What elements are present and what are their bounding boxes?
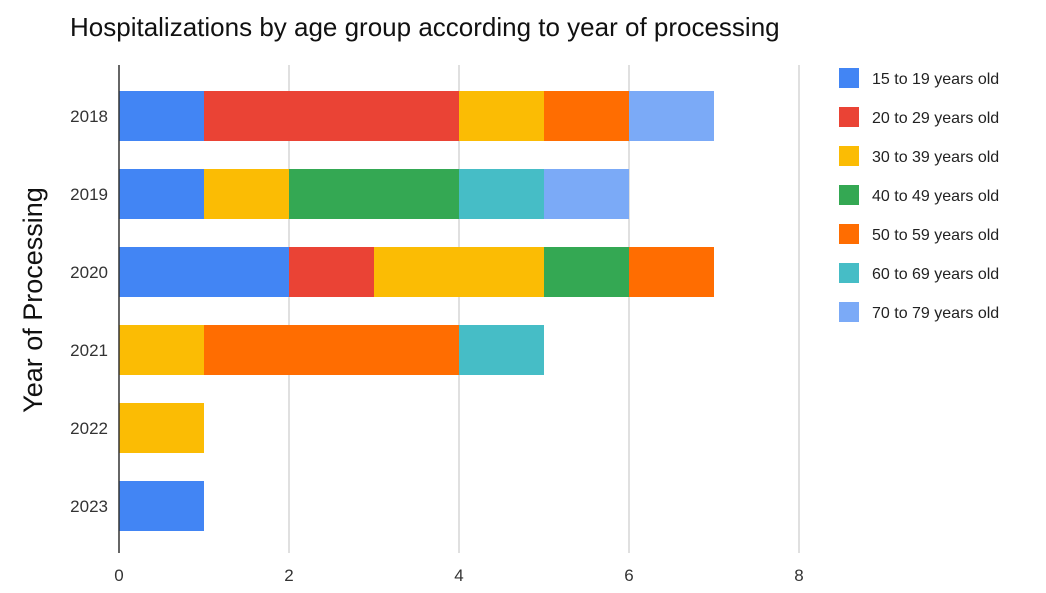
legend-swatch-5 (839, 263, 859, 283)
y-axis-title: Year of Processing (18, 187, 48, 413)
bars-layer (119, 91, 714, 531)
bar-2022-series-2 (119, 403, 204, 453)
legend-swatch-3 (839, 185, 859, 205)
y-tick-label-2020: 2020 (70, 263, 108, 282)
legend-swatch-2 (839, 146, 859, 166)
y-tick-label-2019: 2019 (70, 185, 108, 204)
legend-swatch-1 (839, 107, 859, 127)
y-tick-label-2023: 2023 (70, 497, 108, 516)
bar-2018-series-6 (629, 91, 714, 141)
bar-2021-series-2 (119, 325, 204, 375)
legend-label-1: 20 to 29 years old (872, 110, 999, 127)
legend-swatch-0 (839, 68, 859, 88)
bar-2019-series-6 (544, 169, 629, 219)
legend-label-4: 50 to 59 years old (872, 227, 999, 244)
legend-label-2: 30 to 39 years old (872, 149, 999, 166)
bar-2023-series-0 (119, 481, 204, 531)
bar-2018-series-1 (204, 91, 459, 141)
y-tick-label-2022: 2022 (70, 419, 108, 438)
legend-label-5: 60 to 69 years old (872, 266, 999, 283)
x-tick-label-6: 6 (624, 566, 633, 585)
legend: 15 to 19 years old 20 to 29 years old 30 t… (839, 68, 999, 322)
bar-2019-series-5 (459, 169, 544, 219)
x-tick-label-4: 4 (454, 566, 463, 585)
bar-2021-series-4 (204, 325, 459, 375)
grid-layer (288, 65, 800, 553)
legend-label-6: 70 to 79 years old (872, 305, 999, 322)
y-tick-label-2021: 2021 (70, 341, 108, 360)
x-tick-label-0: 0 (114, 566, 123, 585)
chart-title: Hospitalizations by age group according … (70, 12, 780, 42)
legend-swatch-4 (839, 224, 859, 244)
bar-2020-series-1 (289, 247, 374, 297)
bar-2018-series-0 (119, 91, 204, 141)
legend-label-3: 40 to 49 years old (872, 188, 999, 205)
y-tick-label-2018: 2018 (70, 107, 108, 126)
bar-2018-series-2 (459, 91, 544, 141)
bar-2020-series-0 (119, 247, 289, 297)
bar-2019-series-2 (204, 169, 289, 219)
x-tick-label-2: 2 (284, 566, 293, 585)
legend-label-0: 15 to 19 years old (872, 71, 999, 88)
bar-2018-series-4 (544, 91, 629, 141)
x-tick-label-8: 8 (794, 566, 803, 585)
bar-2020-series-4 (629, 247, 714, 297)
legend-swatch-6 (839, 302, 859, 322)
bar-2020-series-3 (544, 247, 629, 297)
bar-2020-series-2 (374, 247, 544, 297)
bar-2019-series-0 (119, 169, 204, 219)
bar-2021-series-5 (459, 325, 544, 375)
axis-layer: 2018 2019 2020 2021 2022 2023 0 2 4 6 8 (70, 65, 804, 585)
bar-2019-series-3 (289, 169, 459, 219)
